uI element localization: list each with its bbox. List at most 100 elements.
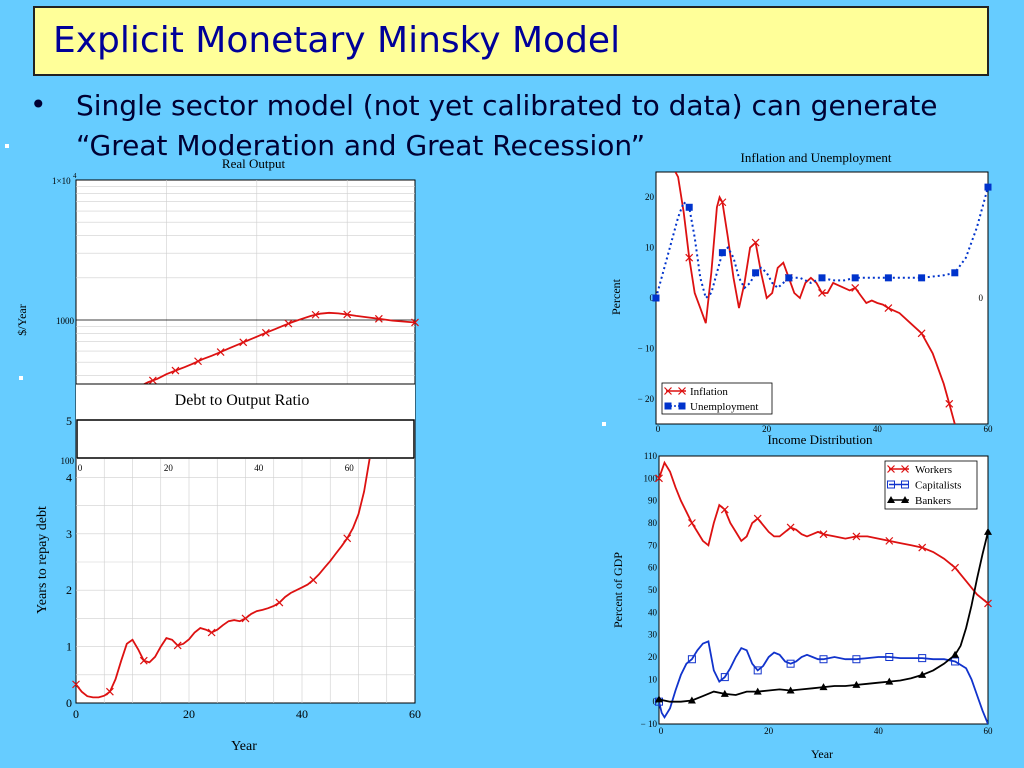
income-series-1-marker-7 <box>885 653 894 661</box>
debt-ratio-ytick: 3 <box>66 527 72 541</box>
debt-ratio-xtick: 20 <box>183 707 195 721</box>
income-legend-marker-0-a <box>887 465 895 473</box>
real-output-series-0-marker-5 <box>194 357 202 366</box>
inflation-ylabel: Percent <box>609 278 623 315</box>
income-series-2-line <box>659 531 988 703</box>
income-series-1-marker-9 <box>951 657 960 666</box>
inflation-series-0-marker-2 <box>751 238 760 247</box>
inflation-series-1-marker-5 <box>818 274 826 282</box>
inflation-legend-label-1: Unemployment <box>690 401 758 413</box>
inflation-legend-marker-1-a <box>664 402 672 410</box>
income-series-2-marker-2 <box>720 689 729 697</box>
income-series-2-marker-7 <box>885 677 894 685</box>
inflation-series-1-marker-0 <box>652 294 660 302</box>
income-series-2-marker-9 <box>951 650 960 658</box>
inflation-legend-marker-0-b <box>678 387 686 395</box>
inflation-series-1-marker-8 <box>918 274 926 282</box>
debt-ratio-series-0-marker-6 <box>275 598 284 607</box>
income-xtick: 20 <box>764 726 774 736</box>
decor-dot <box>5 144 9 148</box>
income-ytick: 30 <box>648 630 658 640</box>
debt-ratio-ytick: 5 <box>66 414 72 428</box>
real-output-ytick-top: 1×10 <box>52 176 71 186</box>
income-ytick: 20 <box>648 652 658 662</box>
debt-ratio-series-0-marker-4 <box>207 628 216 637</box>
income-xtick: 0 <box>659 726 664 736</box>
income-series-2-marker-0 <box>655 695 663 703</box>
income-ytick: 90 <box>648 496 658 506</box>
inflation-legend-marker-0-a <box>664 387 672 395</box>
inflation-series-1-marker-6 <box>851 274 859 282</box>
income-ytick: 60 <box>648 563 658 573</box>
debt-ratio-title: Debt to Output Ratio <box>175 392 310 409</box>
debt-ratio-ytick: 0 <box>66 696 72 710</box>
real-output-ytick: 100 <box>61 456 75 466</box>
debt-ratio-ytick: 1 <box>66 640 72 654</box>
income-legend-marker-1-b <box>901 480 909 489</box>
inflation-plot-area <box>655 171 989 425</box>
inflation-series-0-marker-6 <box>884 304 893 313</box>
inflation-series-0-marker-0 <box>685 253 694 262</box>
debt-ratio-series-0-marker-0 <box>72 680 80 689</box>
income-series-2-marker-5 <box>819 683 828 691</box>
inflation-series-1-marker-4 <box>785 274 793 282</box>
income-ytick: 110 <box>644 451 658 461</box>
inflation-series-1-marker-9 <box>951 269 959 277</box>
inflation-xtick: 20 <box>762 424 772 434</box>
income-ylabel: Percent of GDP <box>611 552 625 628</box>
inflation-ytick: 0 <box>650 293 655 303</box>
debt-ratio-ylabel: Years to repay debt <box>35 506 50 614</box>
income-legend-marker-0-b <box>901 465 909 473</box>
real-output-series-0-marker-10 <box>311 310 320 319</box>
real-output-ylabel: $/Year <box>15 304 29 335</box>
real-output-series-0-marker-4 <box>171 366 180 375</box>
real-output-series-0-marker-6 <box>216 348 225 357</box>
income-ytick: 50 <box>648 585 658 595</box>
inflation-legend-marker-1-b <box>678 402 686 410</box>
income-ytick: 40 <box>648 607 658 617</box>
decor-dot <box>602 422 606 426</box>
real-output-series-0-marker-13 <box>411 318 419 327</box>
inflation-ytick: − 20 <box>638 394 655 404</box>
inflation-right-zero: 0 <box>979 293 984 303</box>
income-legend-label-0: Workers <box>915 464 952 476</box>
debt-ratio-series-0-marker-8 <box>343 534 352 543</box>
inflation-series-0-marker-5 <box>851 283 860 292</box>
income-series-0-marker-5 <box>819 530 828 539</box>
income-series-0-marker-7 <box>885 536 894 545</box>
inflation-title: Inflation and Unemployment <box>741 150 892 165</box>
decor-dot <box>19 376 23 380</box>
income-legend-marker-2-a <box>887 496 895 503</box>
income-ytick: 70 <box>648 540 658 550</box>
income-xtick: 40 <box>874 726 884 736</box>
income-series-1-marker-2 <box>720 673 729 682</box>
income-ytick: 100 <box>644 473 658 483</box>
debt-ratio-series-0-marker-1 <box>105 687 114 696</box>
income-title: Income Distribution <box>767 432 873 447</box>
income-series-0-marker-6 <box>852 532 861 541</box>
income-series-0-line <box>659 460 988 605</box>
real-output-ytick-top-exp: 4 <box>73 172 77 180</box>
inflation-series-1-marker-2 <box>718 249 726 257</box>
real-output-band-xtick: 60 <box>345 463 355 473</box>
income-series-2-marker-1 <box>687 696 696 704</box>
debt-ratio-ytick: 2 <box>66 583 72 597</box>
inflation-series-1-marker-7 <box>884 274 892 282</box>
income-series-0-marker-8 <box>918 543 927 552</box>
real-output-title: Real Output <box>222 156 286 171</box>
income-series-1-marker-3 <box>753 666 762 675</box>
slide-title: Explicit Monetary Minsky Model <box>53 20 621 61</box>
income-series-0-marker-0 <box>655 474 663 483</box>
income-ytick: − 10 <box>641 719 658 729</box>
debt-ratio-xtick: 60 <box>409 707 421 721</box>
inflation-series-1-marker-10 <box>984 183 992 191</box>
income-xtick: 60 <box>984 726 994 736</box>
real-output-series-0-marker-9 <box>284 319 293 328</box>
income-series-1-marker-1 <box>687 655 696 664</box>
income-series-2-marker-10 <box>984 527 992 535</box>
debt-ratio-series-0-marker-7 <box>309 576 318 584</box>
income-legend-marker-2-b <box>901 496 909 503</box>
inflation-series-0-marker-4 <box>818 289 826 297</box>
income-ytick: 10 <box>648 674 658 684</box>
